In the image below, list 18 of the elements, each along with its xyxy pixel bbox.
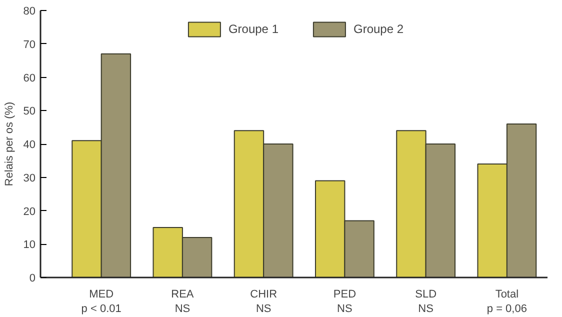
y-tick-label: 0 <box>29 272 36 284</box>
legend-label: Groupe 1 <box>228 22 278 36</box>
x-tick-label: REA NS <box>171 288 194 315</box>
y-tick-label: 30 <box>23 172 36 184</box>
x-tick-label: MED p < 0.01 <box>81 288 122 315</box>
y-tick-label: 80 <box>23 6 36 18</box>
y-tick-label: 20 <box>23 206 36 218</box>
y-tick-label: 60 <box>23 72 36 84</box>
x-tick-label: Total p = 0,06 <box>486 288 527 315</box>
y-tick-label: 50 <box>23 106 36 118</box>
legend-label: Groupe 2 <box>354 22 404 36</box>
x-tick-label: SLD NS <box>415 288 437 315</box>
y-tick-label: 70 <box>23 38 36 51</box>
y-tick-label: 40 <box>23 139 36 151</box>
y-tick-label: 10 <box>23 239 36 252</box>
x-tick-label: CHIR NS <box>250 288 278 315</box>
y-axis-title: Relais per os (%) <box>3 102 16 186</box>
x-tick-label: PED NS <box>333 288 356 315</box>
